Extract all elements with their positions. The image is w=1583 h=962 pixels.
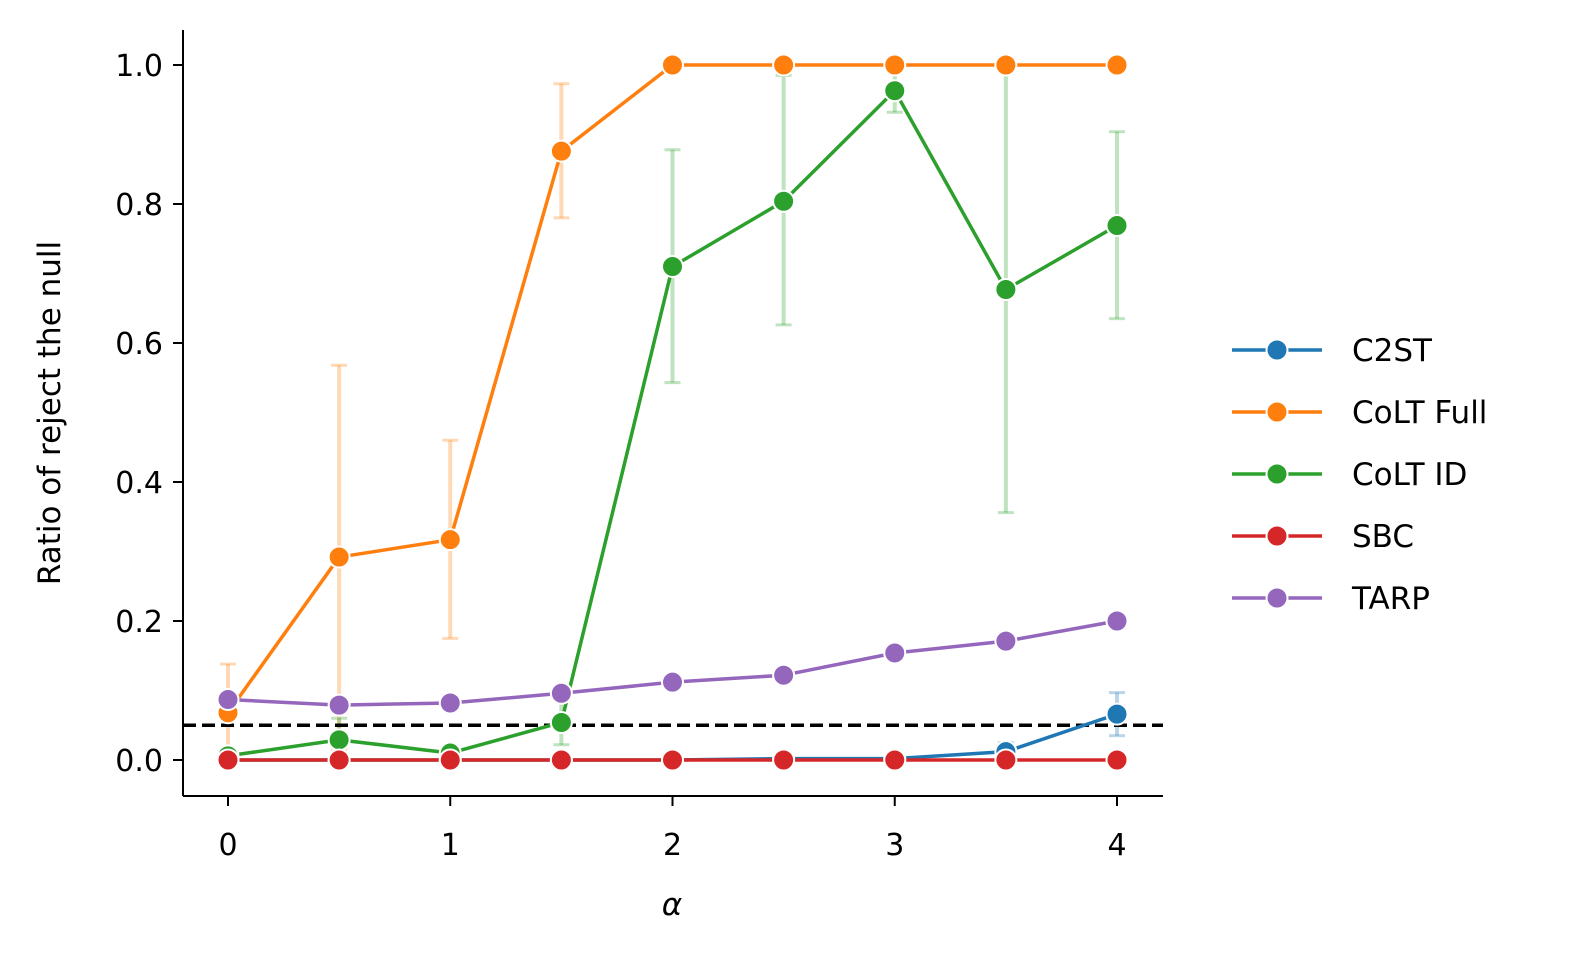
point-tarp-2 bbox=[438, 691, 462, 715]
point-colt-full-6 bbox=[883, 53, 907, 77]
x-tick-label-2: 2 bbox=[663, 828, 682, 863]
point-colt-full-5 bbox=[772, 53, 796, 77]
point-tarp-7 bbox=[994, 629, 1018, 653]
point-tarp-5 bbox=[772, 663, 796, 687]
point-sbc-7 bbox=[994, 748, 1018, 772]
x-tick-label-1: 1 bbox=[441, 828, 460, 863]
point-tarp-3 bbox=[549, 681, 573, 705]
point-sbc-5 bbox=[772, 748, 796, 772]
point-colt-id-6 bbox=[883, 79, 907, 103]
y-tick-label-4: 0.8 bbox=[115, 188, 163, 223]
legend-label: TARP bbox=[1351, 581, 1430, 617]
point-colt-id-4 bbox=[661, 255, 684, 279]
error-bars bbox=[220, 64, 1125, 762]
point-colt-id-3 bbox=[549, 710, 573, 734]
point-c2st-8 bbox=[1105, 702, 1129, 726]
point-sbc-1 bbox=[327, 748, 351, 772]
point-tarp-1 bbox=[327, 693, 351, 717]
y-tick-label-2: 0.4 bbox=[115, 466, 163, 501]
legend-item-c2st: C2ST bbox=[1232, 333, 1433, 369]
legend-swatch-marker bbox=[1265, 586, 1289, 610]
y-axis-label: Ratio of reject the null bbox=[32, 241, 68, 585]
x-tick-label-4: 4 bbox=[1107, 828, 1126, 863]
legend-swatch-marker bbox=[1265, 462, 1289, 486]
legend-swatch-marker bbox=[1265, 338, 1289, 362]
y-tick-label-5: 1.0 bbox=[115, 49, 163, 84]
point-colt-id-7 bbox=[994, 277, 1018, 301]
series-markers bbox=[216, 53, 1129, 772]
point-sbc-8 bbox=[1105, 748, 1129, 772]
legend-item-sbc: SBC bbox=[1232, 519, 1414, 555]
point-sbc-4 bbox=[661, 748, 684, 772]
legend-label: C2ST bbox=[1352, 333, 1433, 369]
legend-label: CoLT Full bbox=[1352, 395, 1487, 431]
point-tarp-4 bbox=[661, 670, 684, 694]
point-tarp-0 bbox=[216, 688, 240, 712]
point-colt-full-4 bbox=[661, 53, 684, 77]
point-colt-full-1 bbox=[327, 545, 351, 569]
ticks: 0 1 2 3 4 0.0 0.2 0.4 0.6 0.8 1.0 bbox=[115, 49, 1126, 863]
point-sbc-0 bbox=[216, 748, 240, 772]
point-colt-full-3 bbox=[549, 139, 573, 163]
x-axis-label: α bbox=[662, 887, 682, 923]
point-colt-id-5 bbox=[772, 189, 796, 213]
legend: C2ST CoLT Full CoLT ID SBC TARP bbox=[1232, 333, 1487, 617]
point-tarp-6 bbox=[883, 641, 907, 665]
point-sbc-3 bbox=[549, 748, 573, 772]
point-sbc-6 bbox=[883, 748, 907, 772]
point-colt-id-8 bbox=[1105, 214, 1129, 238]
point-sbc-2 bbox=[438, 748, 462, 772]
legend-label: SBC bbox=[1352, 519, 1414, 555]
legend-item-colt-id: CoLT ID bbox=[1232, 457, 1467, 493]
legend-item-tarp: TARP bbox=[1232, 581, 1430, 617]
legend-swatch-marker bbox=[1265, 400, 1289, 424]
legend-item-colt-full: CoLT Full bbox=[1232, 395, 1487, 431]
y-tick-label-3: 0.6 bbox=[115, 327, 163, 362]
point-colt-id-1 bbox=[327, 728, 351, 752]
point-colt-full-7 bbox=[994, 53, 1018, 77]
x-tick-label-0: 0 bbox=[218, 828, 237, 863]
point-colt-full-8 bbox=[1105, 53, 1129, 77]
point-colt-full-2 bbox=[438, 528, 462, 552]
x-tick-label-3: 3 bbox=[885, 828, 904, 863]
y-tick-label-0: 0.0 bbox=[115, 744, 163, 779]
y-tick-label-1: 0.2 bbox=[115, 605, 163, 640]
legend-swatch-marker bbox=[1265, 524, 1289, 548]
point-tarp-8 bbox=[1105, 609, 1129, 633]
legend-label: CoLT ID bbox=[1352, 457, 1467, 493]
